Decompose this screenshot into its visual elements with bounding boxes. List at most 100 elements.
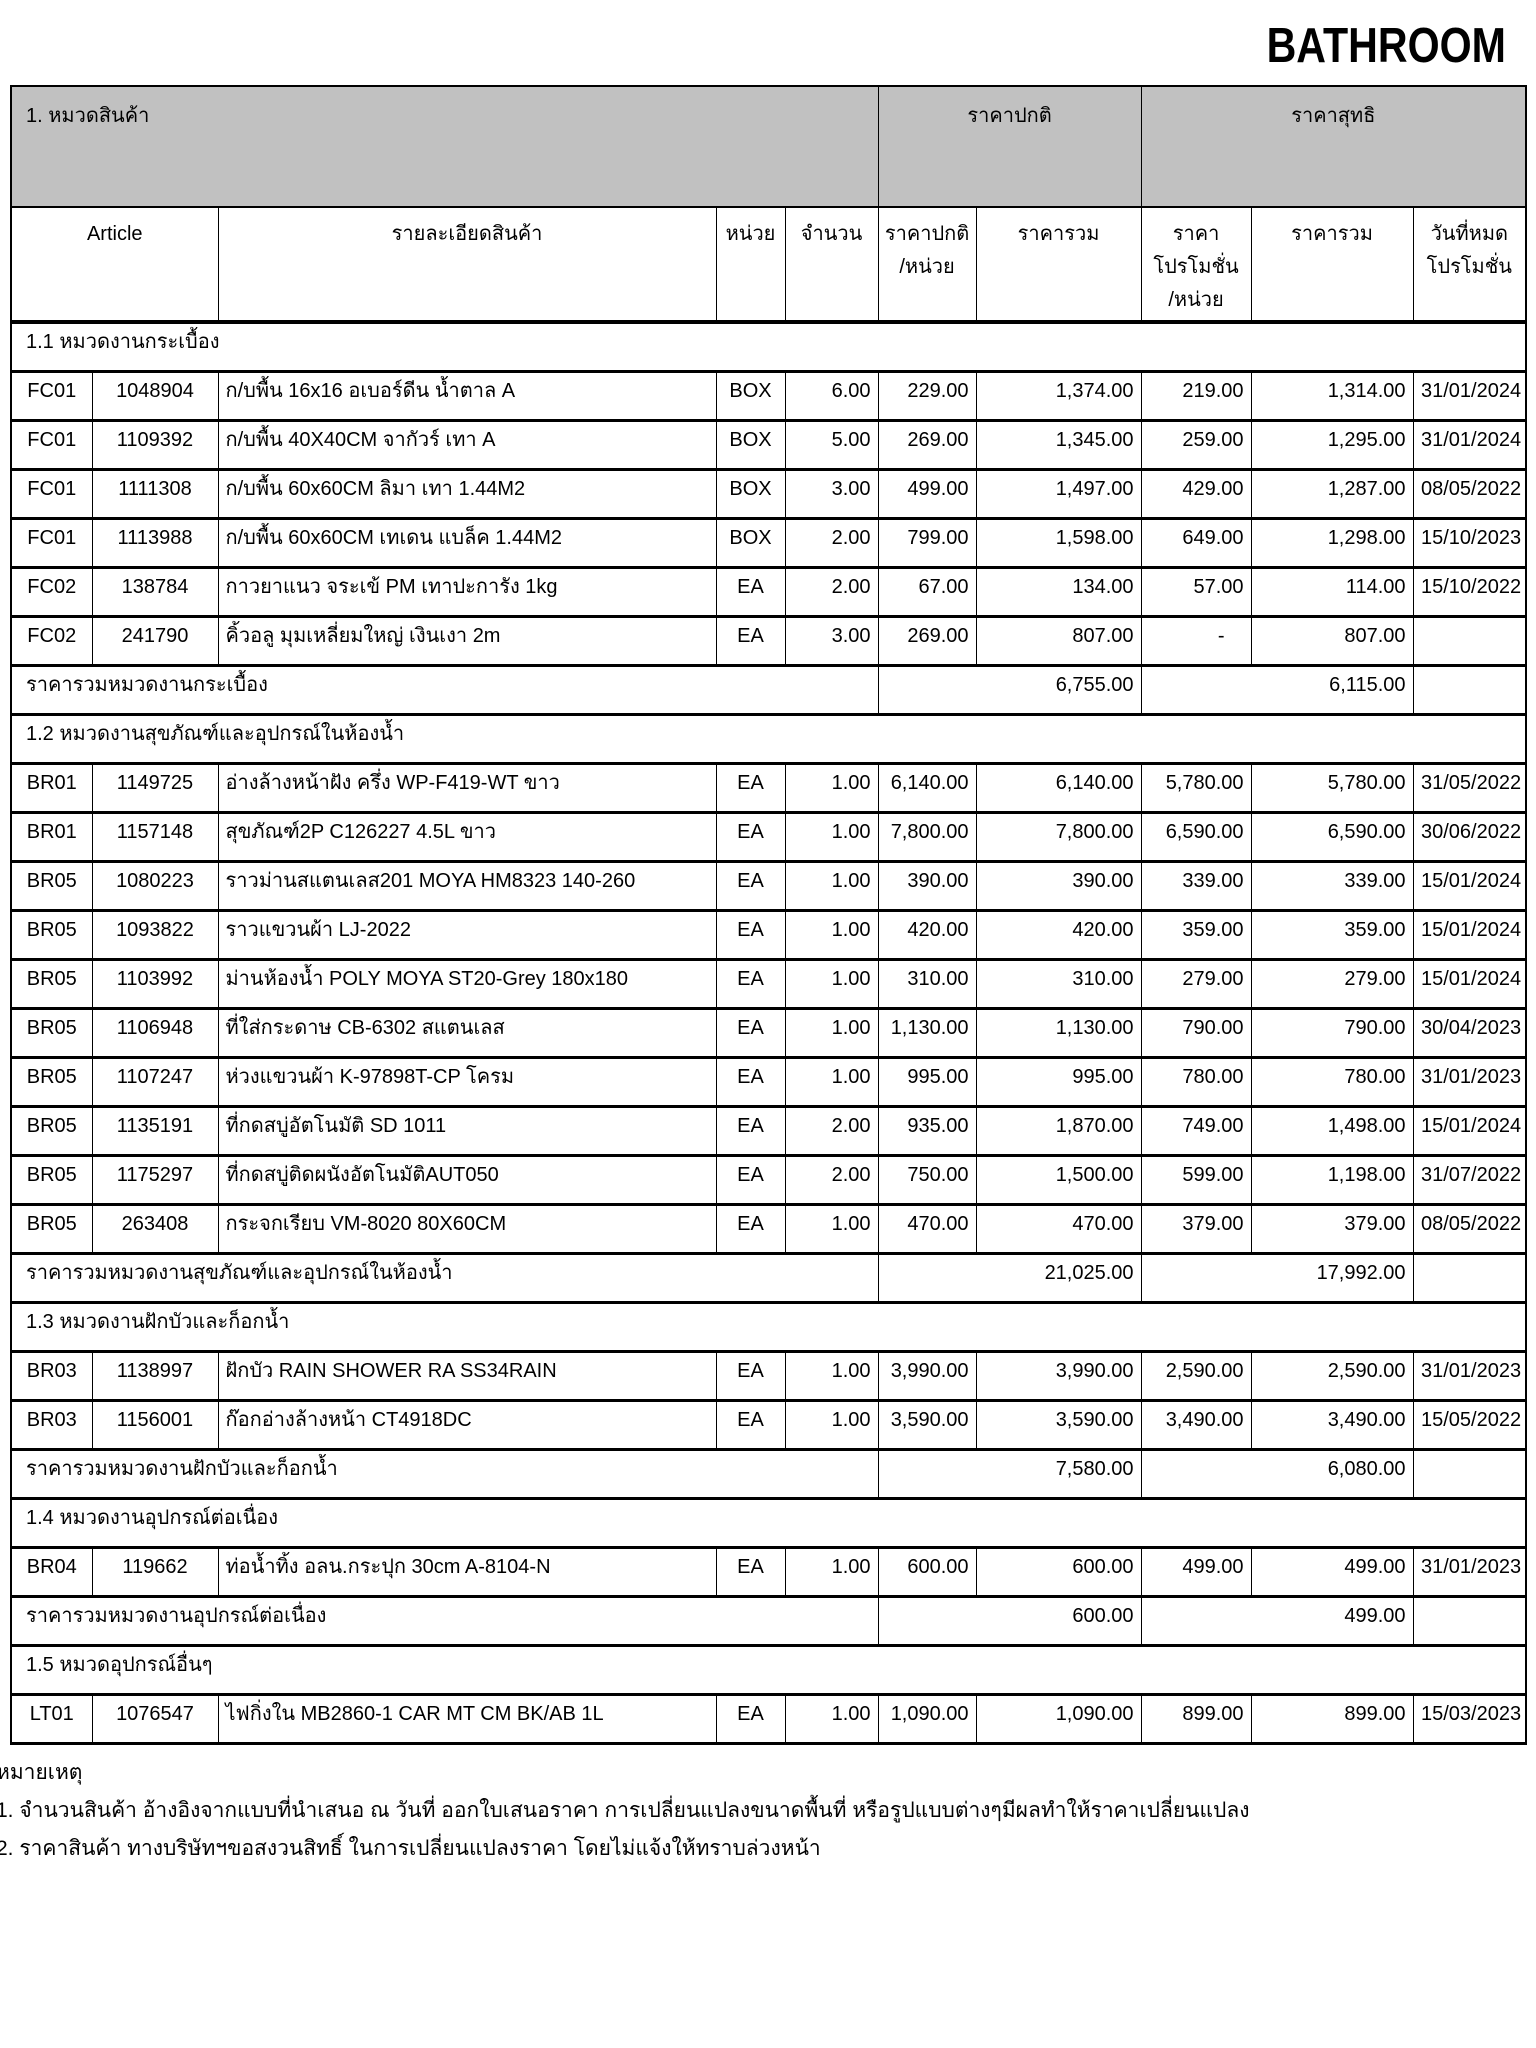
cell-unit-price: 935.00 bbox=[877, 1106, 977, 1157]
section-title: 1.2 หมวดงานสุขภัณฑ์และอุปกรณ์ในห้องน้ำ bbox=[10, 714, 1527, 765]
section-row: 1.1 หมวดงานกระเบื้อง bbox=[10, 322, 1527, 373]
cell-code: FC01 bbox=[10, 420, 93, 471]
cell-total: 470.00 bbox=[975, 1204, 1142, 1255]
cell-quantity: 1.00 bbox=[784, 861, 879, 912]
cell-quantity: 1.00 bbox=[784, 812, 879, 863]
cell-promo-unit-price: 429.00 bbox=[1140, 469, 1252, 520]
cell-description: ราวแขวนผ้า LJ-2022 bbox=[217, 910, 717, 961]
cell-total: 3,990.00 bbox=[975, 1351, 1142, 1402]
cell-promo-unit-price: - bbox=[1140, 616, 1252, 667]
cell-promo-end-date: 31/01/2023 bbox=[1412, 1547, 1527, 1598]
cell-unit-price: 310.00 bbox=[877, 959, 977, 1010]
cell-unit: EA bbox=[715, 1694, 786, 1745]
cell-description: อ่างล้างหน้าฝัง ครึ่ง WP-F419-WT ขาว bbox=[217, 763, 717, 814]
table-body: 1.1 หมวดงานกระเบื้อง FC01 1048904 ก/บพื้น 1… bbox=[10, 322, 1527, 1745]
cell-promo-total: 359.00 bbox=[1250, 910, 1414, 961]
cell-unit: BOX bbox=[715, 518, 786, 569]
cell-quantity: 1.00 bbox=[784, 1400, 879, 1451]
cell-promo-end-date: 15/01/2024 bbox=[1412, 910, 1527, 961]
cell-quantity: 1.00 bbox=[784, 1057, 879, 1108]
cell-quantity: 1.00 bbox=[784, 959, 879, 1010]
cell-quantity: 3.00 bbox=[784, 616, 879, 667]
cell-promo-unit-price: 219.00 bbox=[1140, 371, 1252, 422]
cell-promo-end-date: 30/06/2022 bbox=[1412, 812, 1527, 863]
cell-promo-end-date: 08/05/2022 bbox=[1412, 1204, 1527, 1255]
summary-normal-total: 21,025.00 bbox=[877, 1253, 1142, 1304]
cell-promo-end-date: 15/01/2024 bbox=[1412, 1106, 1527, 1157]
cell-description: ไฟกิ่งใน MB2860-1 CAR MT CM BK/AB 1L bbox=[217, 1694, 717, 1745]
cell-total: 134.00 bbox=[975, 567, 1142, 618]
cell-promo-total: 2,590.00 bbox=[1250, 1351, 1414, 1402]
cell-quantity: 1.00 bbox=[784, 1008, 879, 1059]
cell-promo-unit-price: 279.00 bbox=[1140, 959, 1252, 1010]
cell-promo-end-date: 31/01/2024 bbox=[1412, 420, 1527, 471]
cell-unit-price: 229.00 bbox=[877, 371, 977, 422]
cell-quantity: 6.00 bbox=[784, 371, 879, 422]
group-header-net-price: ราคาสุทธิ bbox=[1140, 86, 1527, 208]
summary-normal-total: 600.00 bbox=[877, 1596, 1142, 1647]
cell-total: 1,497.00 bbox=[975, 469, 1142, 520]
section-title: 1.1 หมวดงานกระเบื้อง bbox=[10, 322, 1527, 373]
section-title: 1.5 หมวดอุปกรณ์อื่นๆ bbox=[10, 1645, 1527, 1696]
summary-label: ราคารวมหมวดงานกระเบื้อง bbox=[10, 665, 879, 716]
cell-unit: EA bbox=[715, 1204, 786, 1255]
product-row: BR01 1157148 สุขภัณฑ์2P C126227 4.5L ขาว EA… bbox=[10, 812, 1527, 863]
product-row: FC01 1109392 ก/บพื้น 40X40CM จากัวร์ เทา A… bbox=[10, 420, 1527, 471]
cell-promo-unit-price: 359.00 bbox=[1140, 910, 1252, 961]
cell-quantity: 1.00 bbox=[784, 910, 879, 961]
cell-description: ที่กดสบู่อัตโนมัติ SD 1011 bbox=[217, 1106, 717, 1157]
cell-unit: EA bbox=[715, 861, 786, 912]
col-header-article: Article bbox=[10, 207, 219, 324]
cell-article: 119662 bbox=[91, 1547, 219, 1598]
summary-label: ราคารวมหมวดงานอุปกรณ์ต่อเนื่อง bbox=[10, 1596, 879, 1647]
cell-code: BR05 bbox=[10, 959, 93, 1010]
cell-unit: EA bbox=[715, 1057, 786, 1108]
cell-article: 1109392 bbox=[91, 420, 219, 471]
cell-quantity: 2.00 bbox=[784, 1106, 879, 1157]
cell-unit-price: 6,140.00 bbox=[877, 763, 977, 814]
cell-description: ฝักบัว RAIN SHOWER RA SS34RAIN bbox=[217, 1351, 717, 1402]
cell-description: ที่กดสบู่ติดผนังอัตโนมัติAUT050 bbox=[217, 1155, 717, 1206]
section-row: 1.4 หมวดงานอุปกรณ์ต่อเนื่อง bbox=[10, 1498, 1527, 1549]
cell-promo-end-date: 31/01/2023 bbox=[1412, 1351, 1527, 1402]
page-title: BATHROOM bbox=[1266, 19, 1506, 73]
cell-article: 1080223 bbox=[91, 861, 219, 912]
cell-promo-total: 1,287.00 bbox=[1250, 469, 1414, 520]
cell-promo-unit-price: 499.00 bbox=[1140, 1547, 1252, 1598]
cell-total: 1,345.00 bbox=[975, 420, 1142, 471]
section-title: 1.4 หมวดงานอุปกรณ์ต่อเนื่อง bbox=[10, 1498, 1527, 1549]
cell-promo-unit-price: 379.00 bbox=[1140, 1204, 1252, 1255]
cell-description: ก/บพื้น 16x16 อเบอร์ดีน น้ำตาล A bbox=[217, 371, 717, 422]
cell-promo-end-date: 15/05/2022 bbox=[1412, 1400, 1527, 1451]
cell-article: 1138997 bbox=[91, 1351, 219, 1402]
cell-promo-unit-price: 57.00 bbox=[1140, 567, 1252, 618]
cell-promo-unit-price: 749.00 bbox=[1140, 1106, 1252, 1157]
cell-unit-price: 420.00 bbox=[877, 910, 977, 961]
col-header-promo-total: ราคารวม bbox=[1250, 207, 1414, 324]
cell-article: 1076547 bbox=[91, 1694, 219, 1745]
cell-promo-unit-price: 780.00 bbox=[1140, 1057, 1252, 1108]
cell-unit: EA bbox=[715, 812, 786, 863]
note-line: 1. จำนวนสินค้า อ้างอิงจากแบบที่นำเสนอ ณ … bbox=[0, 1799, 1250, 1822]
cell-article: 263408 bbox=[91, 1204, 219, 1255]
product-row: FC02 138784 กาวยาแนว จระเข้ PM เทาปะการัง … bbox=[10, 567, 1527, 618]
cell-total: 995.00 bbox=[975, 1057, 1142, 1108]
cell-article: 1048904 bbox=[91, 371, 219, 422]
cell-article: 1149725 bbox=[91, 763, 219, 814]
cell-article: 1175297 bbox=[91, 1155, 219, 1206]
cell-promo-total: 1,498.00 bbox=[1250, 1106, 1414, 1157]
cell-unit: EA bbox=[715, 1008, 786, 1059]
summary-date-empty bbox=[1412, 1596, 1527, 1647]
cell-promo-unit-price: 2,590.00 bbox=[1140, 1351, 1252, 1402]
cell-quantity: 3.00 bbox=[784, 469, 879, 520]
cell-promo-end-date: 15/03/2023 bbox=[1412, 1694, 1527, 1745]
cell-code: BR03 bbox=[10, 1351, 93, 1402]
cell-promo-total: 1,298.00 bbox=[1250, 518, 1414, 569]
cell-total: 1,500.00 bbox=[975, 1155, 1142, 1206]
cell-unit: BOX bbox=[715, 371, 786, 422]
cell-quantity: 1.00 bbox=[784, 763, 879, 814]
cell-total: 420.00 bbox=[975, 910, 1142, 961]
cell-code: BR03 bbox=[10, 1400, 93, 1451]
cell-description: ม่านห้องน้ำ POLY MOYA ST20-Grey 180x180 bbox=[217, 959, 717, 1010]
cell-code: BR05 bbox=[10, 1155, 93, 1206]
